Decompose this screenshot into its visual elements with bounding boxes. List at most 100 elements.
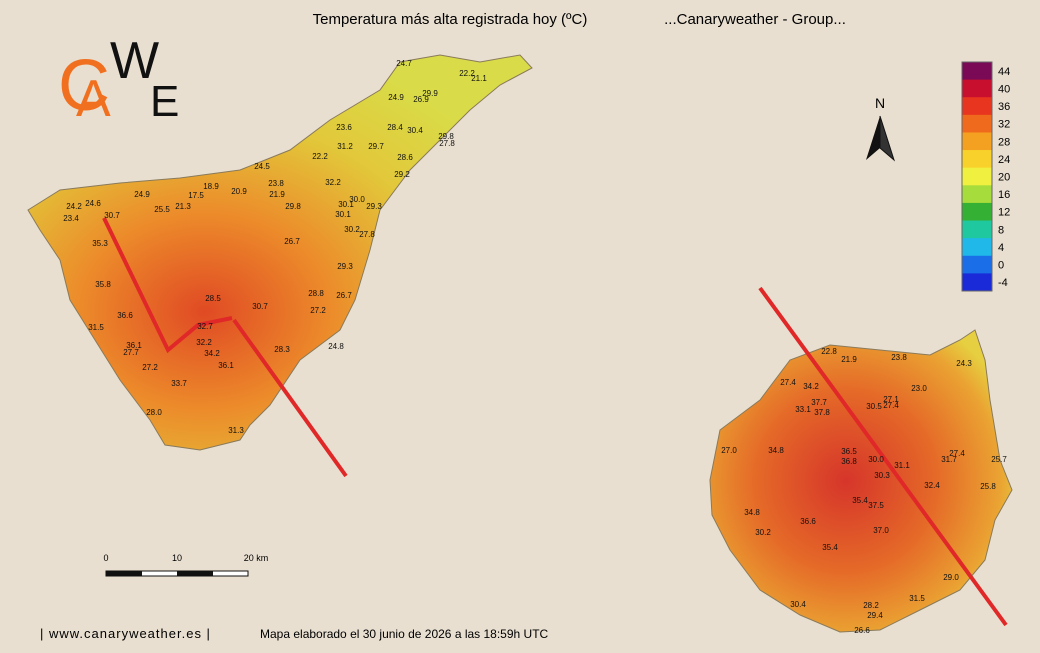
- station-temp: 35.8: [95, 280, 111, 289]
- station-temp: 36.6: [800, 517, 816, 526]
- station-temp: 23.4: [63, 214, 79, 223]
- station-temp: 34.2: [803, 382, 819, 391]
- station-temp: 29.3: [337, 262, 353, 271]
- legend-swatch: [962, 185, 992, 204]
- scale-bar-seg: [177, 571, 213, 576]
- station-temp: 29.7: [368, 142, 384, 151]
- legend-swatch: [962, 273, 992, 292]
- station-temp: 28.2: [863, 601, 879, 610]
- station-temp: 30.4: [407, 126, 423, 135]
- station-temp: 30.1: [335, 210, 351, 219]
- station-temp: 29.9: [422, 89, 438, 98]
- north-arrow: N: [866, 95, 896, 162]
- station-temp: 27.0: [721, 446, 737, 455]
- logo-letter: A: [76, 70, 111, 128]
- station-temp: 30.1: [338, 200, 354, 209]
- station-temp: 30.4: [790, 600, 806, 609]
- station-temp: 30.5: [866, 402, 882, 411]
- gran-canaria-island: [709, 329, 1013, 633]
- station-temp: 36.6: [117, 311, 133, 320]
- legend-label: 12: [998, 207, 1010, 219]
- legend-label: 8: [998, 224, 1004, 236]
- station-temp: 27.2: [310, 306, 326, 315]
- station-temp: 32.4: [924, 481, 940, 490]
- station-temp: 28.6: [397, 153, 413, 162]
- station-temp: 31.7: [941, 455, 957, 464]
- legend-label: 36: [998, 101, 1010, 113]
- station-temp: 28.5: [205, 294, 221, 303]
- station-temp: 37.5: [868, 501, 884, 510]
- legend-swatch: [962, 97, 992, 116]
- station-temp: 23.6: [336, 123, 352, 132]
- station-temp: 29.0: [943, 573, 959, 582]
- station-temp: 29.3: [366, 202, 382, 211]
- station-temp: 22.2: [459, 69, 475, 78]
- station-temp: 29.8: [438, 132, 454, 141]
- station-temp: 28.8: [308, 289, 324, 298]
- legend-swatch: [962, 167, 992, 186]
- station-temp: 36.1: [218, 361, 234, 370]
- station-temp: 24.2: [66, 202, 82, 211]
- route-lines: [102, 217, 1008, 627]
- station-temp: 35.3: [92, 239, 108, 248]
- station-temp: 25.5: [154, 205, 170, 214]
- station-temp: 35.4: [822, 543, 838, 552]
- station-temp: 24.6: [85, 199, 101, 208]
- station-temp: 20.9: [231, 187, 247, 196]
- north-arrow-left: [866, 116, 880, 160]
- station-temp: 30.7: [104, 211, 120, 220]
- legend-swatch: [962, 62, 992, 81]
- station-temp: 36.8: [841, 457, 857, 466]
- station-temp: 24.9: [134, 190, 150, 199]
- station-temp: 21.9: [269, 190, 285, 199]
- station-temp: 28.0: [146, 408, 162, 417]
- station-temp: 17.5: [188, 191, 204, 200]
- station-temp: 27.4: [780, 378, 796, 387]
- station-temp: 24.8: [328, 342, 344, 351]
- legend-frame: [961, 61, 993, 292]
- station-temp: 30.3: [874, 471, 890, 480]
- station-temp: 34.8: [768, 446, 784, 455]
- station-temp: 21.3: [175, 202, 191, 211]
- station-temp: 37.8: [814, 408, 830, 417]
- station-temp: 27.4: [949, 449, 965, 458]
- station-temp: 31.1: [894, 461, 910, 470]
- station-temp: 30.0: [349, 195, 365, 204]
- station-temp: 26.6: [854, 626, 870, 635]
- legend-swatch: [962, 79, 992, 98]
- legend-label: 24: [998, 154, 1010, 166]
- station-temp: 31.3: [228, 426, 244, 435]
- station-temp: 31.2: [337, 142, 353, 151]
- title: Temperatura más alta registrada hoy (ºC): [313, 11, 588, 28]
- station-temp: 23.8: [891, 353, 907, 362]
- station-temp: 24.9: [388, 93, 404, 102]
- legend-swatch: [962, 238, 992, 257]
- station-temp: 31.5: [88, 323, 104, 332]
- logo: C A W E: [58, 32, 179, 128]
- footer-site: | www.canaryweather.es |: [40, 626, 211, 641]
- scale-label: 10: [172, 553, 182, 563]
- station-temp: 30.7: [252, 302, 268, 311]
- station-temp: 32.2: [196, 338, 212, 347]
- station-temp: 27.8: [359, 230, 375, 239]
- station-temp: 35.4: [852, 496, 868, 505]
- station-temp: 24.5: [254, 162, 270, 171]
- scale-bar: 0 10 20 km: [103, 553, 269, 577]
- station-temp: 28.4: [387, 123, 403, 132]
- scale-label: 20 km: [244, 553, 269, 563]
- legend-label: 16: [998, 189, 1010, 201]
- station-temp: 34.2: [204, 349, 220, 358]
- legend-swatch: [962, 132, 992, 151]
- scale-bar-seg: [106, 571, 142, 576]
- station-temp: 32.7: [197, 322, 213, 331]
- station-temp: 28.3: [274, 345, 290, 354]
- station-temp: 34.8: [744, 508, 760, 517]
- station-temp: 29.8: [285, 202, 301, 211]
- station-temp: 30.2: [344, 225, 360, 234]
- legend-label: 28: [998, 136, 1010, 148]
- legend-swatch: [962, 202, 992, 222]
- scale-label: 0: [103, 553, 108, 563]
- legend-label: 44: [998, 66, 1010, 78]
